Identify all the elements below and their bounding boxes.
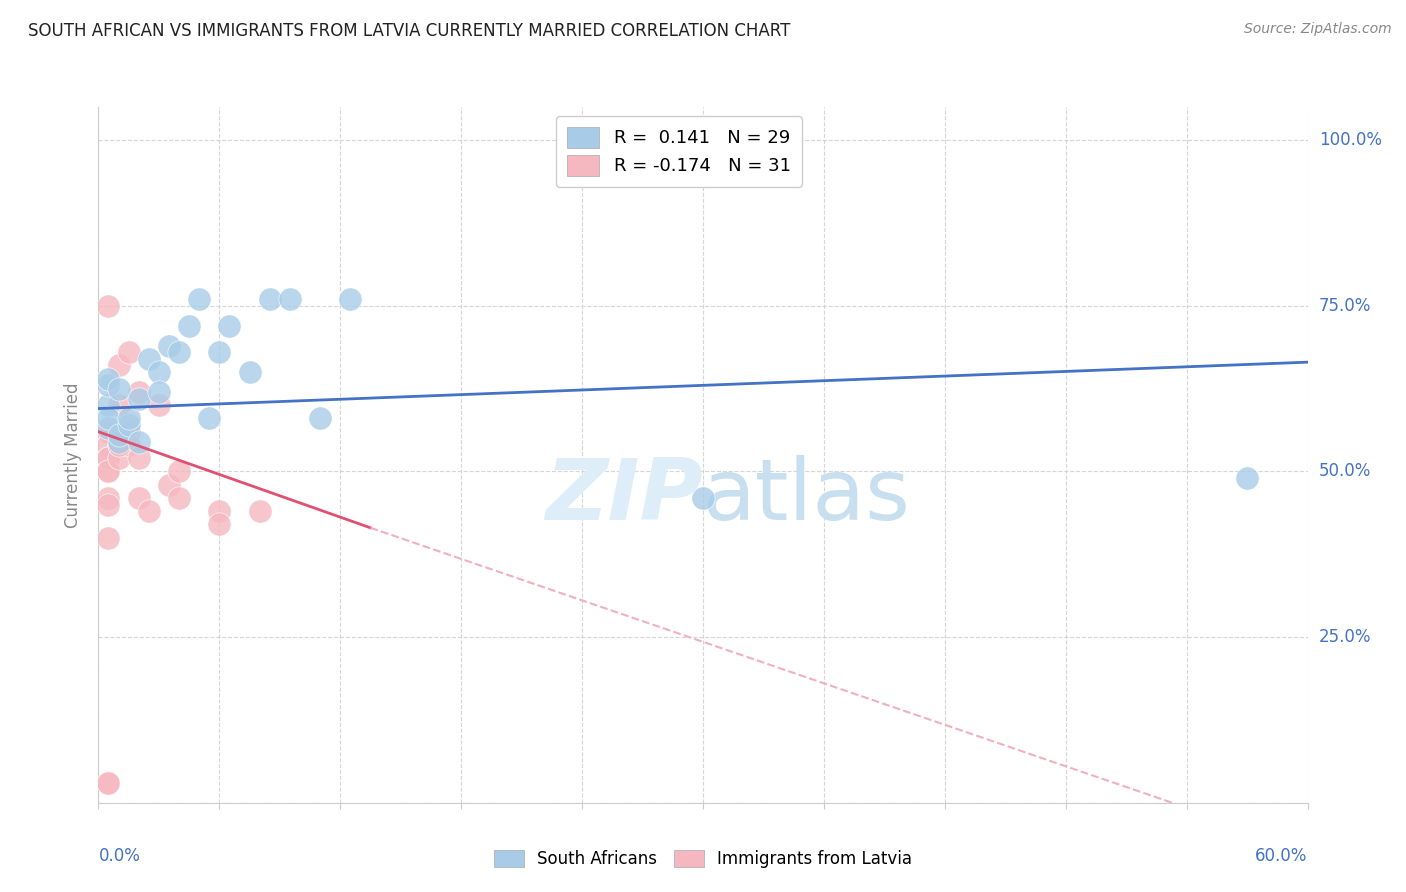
Point — [128, 384, 150, 399]
Point — [97, 421, 120, 435]
Point — [157, 338, 180, 352]
Point — [97, 398, 120, 412]
Point — [118, 418, 141, 433]
Point — [128, 491, 150, 505]
Point — [177, 318, 201, 333]
Point — [107, 359, 129, 373]
Point — [148, 398, 170, 412]
Point — [208, 517, 231, 532]
Point — [97, 776, 120, 790]
Point — [97, 451, 120, 466]
Point — [107, 434, 129, 449]
Point — [208, 504, 231, 518]
Point — [107, 398, 129, 412]
Point — [97, 498, 120, 512]
Point — [107, 428, 129, 442]
Point — [97, 372, 120, 386]
Point — [97, 465, 120, 479]
Text: 0.0%: 0.0% — [98, 847, 141, 865]
Point — [107, 438, 129, 452]
Point — [218, 318, 240, 333]
Legend: R =  0.141   N = 29, R = -0.174   N = 31: R = 0.141 N = 29, R = -0.174 N = 31 — [555, 116, 801, 186]
Point — [138, 351, 160, 366]
Point — [97, 299, 120, 313]
Point — [148, 384, 170, 399]
Point — [118, 411, 141, 425]
Point — [118, 345, 141, 359]
Text: 25.0%: 25.0% — [1319, 628, 1371, 646]
Point — [107, 382, 129, 396]
Point — [148, 365, 170, 379]
Text: ZIP: ZIP — [546, 455, 703, 538]
Text: SOUTH AFRICAN VS IMMIGRANTS FROM LATVIA CURRENTLY MARRIED CORRELATION CHART: SOUTH AFRICAN VS IMMIGRANTS FROM LATVIA … — [28, 22, 790, 40]
Point — [188, 292, 211, 306]
Point — [128, 451, 150, 466]
Point — [97, 425, 120, 439]
Point — [167, 345, 190, 359]
Point — [239, 365, 262, 379]
Point — [167, 491, 190, 505]
Point — [107, 451, 129, 466]
Point — [97, 451, 120, 466]
Point — [692, 491, 714, 505]
Point — [97, 491, 120, 505]
Point — [97, 465, 120, 479]
Text: atlas: atlas — [703, 455, 911, 538]
Point — [249, 504, 271, 518]
Text: Source: ZipAtlas.com: Source: ZipAtlas.com — [1244, 22, 1392, 37]
Point — [309, 411, 332, 425]
Point — [97, 378, 120, 392]
Point — [128, 434, 150, 449]
Point — [107, 438, 129, 452]
Text: 50.0%: 50.0% — [1319, 462, 1371, 481]
Text: 60.0%: 60.0% — [1256, 847, 1308, 865]
Text: 100.0%: 100.0% — [1319, 131, 1382, 149]
Point — [208, 345, 231, 359]
Point — [278, 292, 301, 306]
Point — [198, 411, 221, 425]
Point — [97, 776, 120, 790]
Point — [97, 411, 120, 425]
Point — [339, 292, 361, 306]
Legend: South Africans, Immigrants from Latvia: South Africans, Immigrants from Latvia — [486, 843, 920, 875]
Point — [118, 438, 141, 452]
Point — [118, 425, 141, 439]
Point — [259, 292, 281, 306]
Point — [128, 392, 150, 406]
Y-axis label: Currently Married: Currently Married — [65, 382, 83, 528]
Text: 75.0%: 75.0% — [1319, 297, 1371, 315]
Point — [157, 477, 180, 491]
Point — [138, 504, 160, 518]
Point — [97, 531, 120, 545]
Point — [97, 438, 120, 452]
Point — [1236, 471, 1258, 485]
Point — [167, 465, 190, 479]
